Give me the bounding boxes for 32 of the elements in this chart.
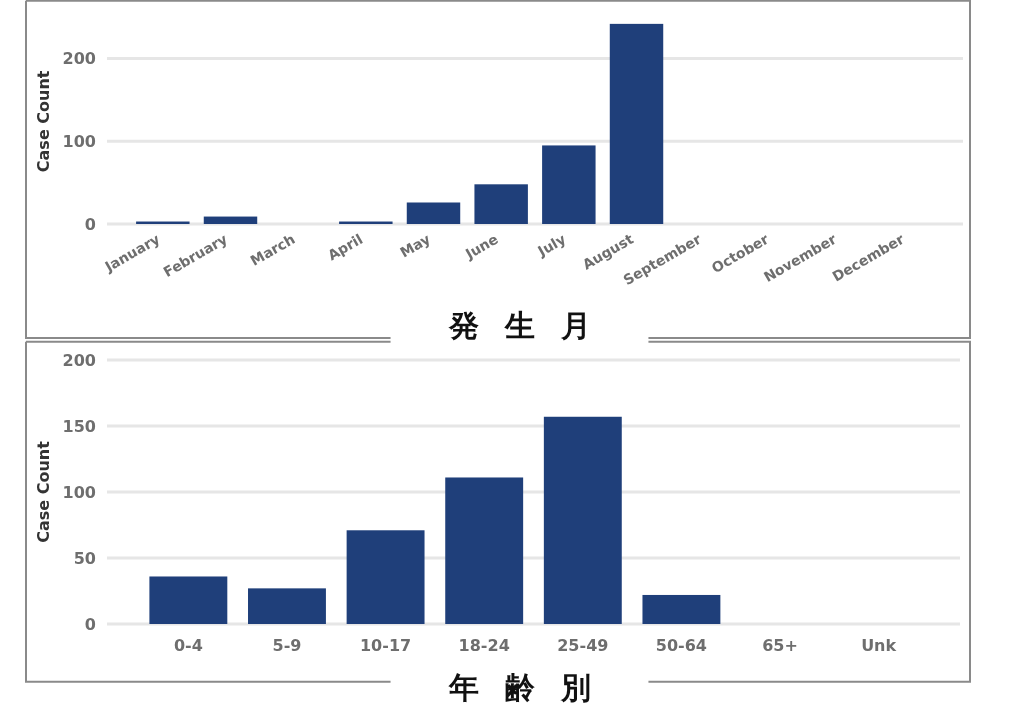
- x-tick-label: 50-64: [655, 636, 708, 655]
- x-tick-label: 18-24: [458, 636, 510, 655]
- y-axis-title: Case Count: [34, 70, 53, 173]
- x-tick-label: 10-17: [359, 636, 412, 655]
- bar: [445, 477, 524, 624]
- y-axis-title: Case Count: [34, 440, 53, 543]
- y-tick-label: 0: [84, 214, 96, 234]
- x-tick-label: Unk: [861, 636, 897, 655]
- bar: [542, 145, 596, 224]
- y-tick-label: 100: [62, 482, 96, 502]
- bar: [346, 530, 425, 624]
- y-tick-label: 200: [62, 49, 96, 69]
- y-tick-label: 50: [73, 548, 96, 568]
- bar: [543, 416, 622, 624]
- y-tick-label: 200: [62, 350, 96, 370]
- x-axis-title: 年 齢 別: [447, 670, 600, 705]
- bar: [609, 23, 664, 224]
- y-tick-label: 100: [62, 131, 96, 151]
- bar: [203, 216, 258, 224]
- x-tick-label: May: [397, 230, 433, 261]
- x-tick-label: 25-49: [557, 636, 609, 655]
- bar: [642, 594, 721, 624]
- bar: [406, 202, 461, 224]
- bar: [149, 576, 228, 624]
- bar: [248, 588, 326, 624]
- x-tick-label: 5-9: [272, 636, 302, 655]
- y-tick-label: 0: [84, 614, 96, 634]
- x-tick-label: 65+: [762, 636, 798, 655]
- x-axis-title: 発 生 月: [447, 308, 600, 343]
- y-tick-label: 150: [62, 416, 96, 436]
- x-tick-label: 0-4: [173, 636, 203, 655]
- bar: [474, 184, 528, 224]
